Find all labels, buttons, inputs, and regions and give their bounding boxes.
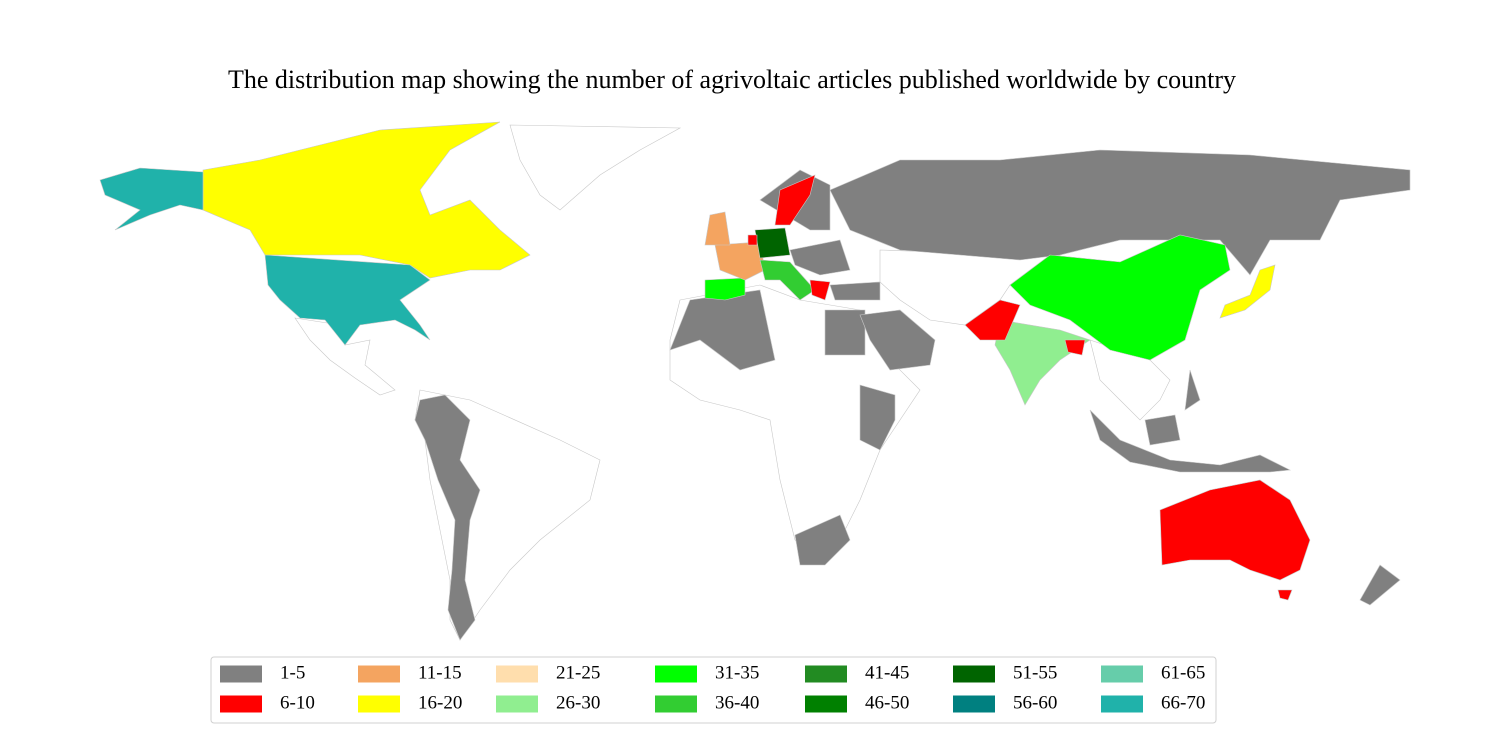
legend-label: 56-60 [1013,692,1057,713]
eastern-europe [789,239,851,276]
legend-label: 11-15 [418,662,462,683]
greece [809,279,831,301]
bangladesh [1064,339,1086,356]
south-africa [794,514,851,566]
world-map [99,121,1411,641]
indonesia [1089,409,1292,473]
legend-label: 26-30 [556,692,600,713]
india [994,319,1091,406]
france [714,241,766,281]
legend-label: 16-20 [418,692,462,713]
legend-swatch [1101,695,1143,713]
uk [704,211,731,246]
netherlands [747,234,758,246]
legend-label: 46-50 [865,692,909,713]
east-africa [859,384,896,451]
andean-countries [414,394,481,641]
legend-swatch [655,695,697,713]
malaysia [1144,414,1181,446]
russia [829,149,1411,276]
australia [1159,479,1311,581]
philippines [1184,369,1201,411]
legend-label: 36-40 [715,692,759,713]
tasmania [1277,589,1293,601]
japan [1219,264,1276,319]
legend-swatch [805,695,847,713]
italy [759,259,816,301]
legend-swatch [496,695,538,713]
legend-swatch [220,665,262,683]
legend-label: 66-70 [1161,692,1205,713]
legend-label: 6-10 [280,692,315,713]
legend: 1-5 6-10 11-15 16-20 21-25 26-30 31-35 36-40 41-… [220,662,1205,713]
china [1009,234,1231,361]
saudi-arabia [859,309,936,371]
legend-label: 1-5 [280,662,305,683]
legend-swatch [220,695,262,713]
legend-label: 31-35 [715,662,759,683]
greenland [509,124,682,211]
alaska [99,167,204,231]
usa [264,254,431,346]
north-africa [669,289,776,371]
legend-swatch [496,665,538,683]
legend-label: 21-25 [556,662,600,683]
legend-swatch [358,695,400,713]
map-title: The distribution map showing the number … [228,65,1236,94]
sweden [774,174,816,226]
spain [704,277,746,301]
germany [754,227,791,259]
new-zealand [1359,564,1401,606]
canada [202,121,531,279]
legend-swatch [953,665,995,683]
legend-label: 41-45 [865,662,909,683]
legend-swatch [655,665,697,683]
pakistan [964,299,1021,341]
legend-swatch [358,665,400,683]
turkey [829,281,881,301]
legend-swatch [1101,665,1143,683]
legend-label: 61-65 [1161,662,1205,683]
legend-swatch [953,695,995,713]
legend-label: 51-55 [1013,662,1057,683]
egypt [824,309,866,356]
legend-swatch [805,665,847,683]
